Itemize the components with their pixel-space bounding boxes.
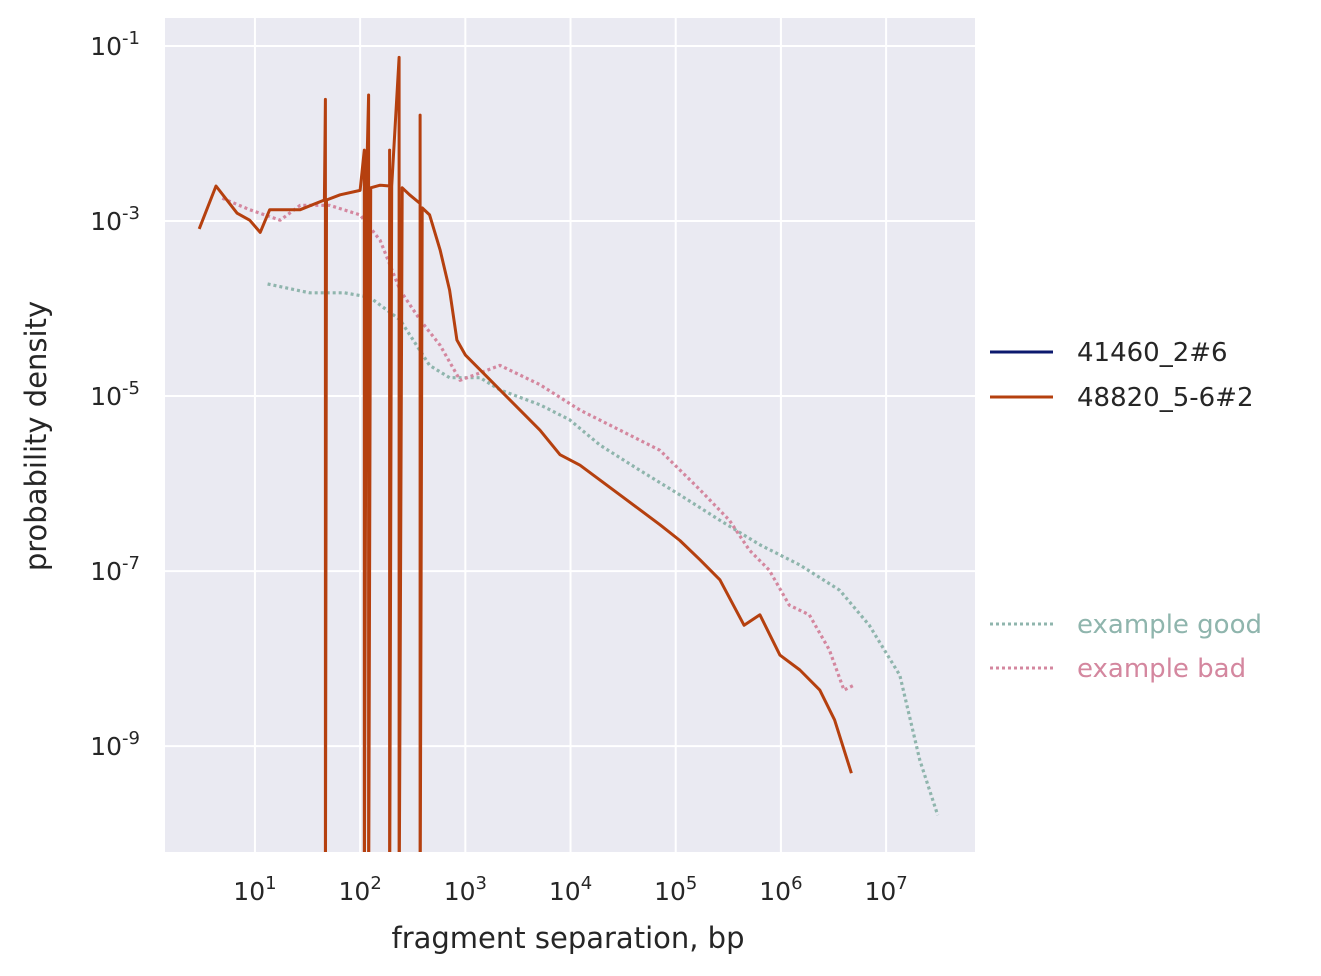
legend-item: 48820_5-6#2 [990, 383, 1254, 413]
legend-label: example good [1077, 610, 1262, 640]
legend-label: 48820_5-6#2 [1077, 383, 1254, 413]
y-tick-label: 10-5 [90, 378, 140, 411]
grid [165, 18, 975, 852]
legend-item: 41460_2#6 [990, 338, 1228, 368]
y-axis-label: probability density [19, 301, 53, 571]
x-tick-label: 103 [444, 873, 487, 906]
x-tick-label: 105 [654, 873, 697, 906]
y-tick-label: 10-7 [90, 553, 140, 586]
x-tick-label: 104 [549, 873, 592, 906]
legend-label: 41460_2#6 [1077, 338, 1228, 368]
series-lines [197, 55, 940, 852]
legend-item: example bad [990, 654, 1246, 684]
x-tick-label: 101 [233, 873, 276, 906]
series-line-1 [197, 55, 853, 852]
y-tick-label: 10-1 [90, 28, 140, 61]
tick-labels: 101 102 103 104 105 106 107 10-1 10-3 10-5 10-7 10-… [90, 28, 908, 906]
series-line-3 [221, 196, 856, 692]
x-tick-label: 102 [339, 873, 382, 906]
legend-item: example good [990, 610, 1262, 640]
x-axis-label: fragment separation, bp [392, 921, 745, 955]
y-tick-label: 10-3 [90, 203, 140, 236]
x-tick-label: 106 [759, 873, 802, 906]
x-tick-label: 107 [864, 873, 907, 906]
y-tick-label: 10-9 [90, 728, 140, 761]
legend-label: example bad [1077, 654, 1246, 684]
series-line-2 [267, 282, 940, 816]
